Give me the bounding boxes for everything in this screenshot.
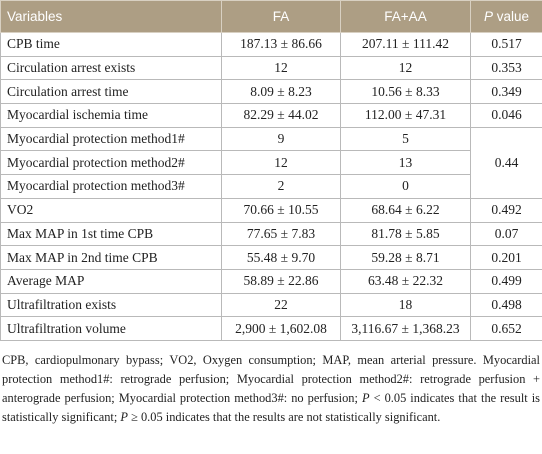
table-cell: CPB time bbox=[0, 32, 222, 57]
table-row: CPB time 187.13 ± 86.66 207.11 ± 111.42 0.5… bbox=[0, 32, 542, 57]
footnote-p: P bbox=[120, 409, 128, 424]
table-cell: 0.499 bbox=[470, 268, 542, 294]
footnote-p: P bbox=[361, 390, 370, 405]
table-cell: 68.64 ± 6.22 bbox=[340, 197, 471, 223]
table-body: CPB time 187.13 ± 86.66 207.11 ± 111.42 0.5… bbox=[0, 32, 542, 341]
footnote-text: < 0.05 indicates that the result is stat… bbox=[2, 390, 540, 424]
table-cell: Myocardial protection method1# bbox=[0, 126, 222, 152]
footnote-text: ≥ 0.05 indicates that the results are no… bbox=[127, 409, 441, 424]
table-cell: Max MAP in 1st time CPB bbox=[0, 221, 222, 247]
table-cell: 0.498 bbox=[470, 292, 542, 318]
table-row: Myocardial protection method3# 2 0 bbox=[0, 174, 542, 199]
header-cell: Variables bbox=[0, 0, 222, 33]
p-symbol: P bbox=[483, 9, 493, 24]
table-cell: Myocardial protection method3# bbox=[0, 174, 222, 199]
table-cell: 0 bbox=[340, 174, 471, 199]
p-text: value bbox=[496, 9, 530, 24]
header-row: Variables FA FA+AA P value bbox=[0, 0, 542, 33]
table-cell: 55.48 ± 9.70 bbox=[221, 245, 341, 270]
table-cell: 81.78 ± 5.85 bbox=[340, 221, 471, 247]
table-cell: 18 bbox=[340, 292, 471, 318]
table-cell: 63.48 ± 22.32 bbox=[340, 268, 471, 294]
table-cell: 58.89 ± 22.86 bbox=[221, 268, 341, 294]
table-cell: 0.652 bbox=[470, 316, 542, 341]
table-cell: VO2 bbox=[0, 197, 222, 223]
table-cell: Ultrafiltration exists bbox=[0, 292, 222, 318]
table-cell: 207.11 ± 111.42 bbox=[340, 32, 471, 57]
footnote-text: CPB, cardiopulmonary bypass; VO2, Oxygen… bbox=[2, 352, 540, 405]
table-cell: 12 bbox=[221, 150, 341, 176]
table-row: Average MAP 58.89 ± 22.86 63.48 ± 22.32 0.4… bbox=[0, 268, 542, 294]
table-row: Max MAP in 1st time CPB 77.65 ± 7.83 81.78… bbox=[0, 221, 542, 247]
table-cell: 10.56 ± 8.33 bbox=[340, 79, 471, 105]
table-row: Max MAP in 2nd time CPB 55.48 ± 9.70 59.28… bbox=[0, 245, 542, 270]
table-row: Myocardial protection method1# 9 5 0.44 bbox=[0, 126, 542, 199]
table-cell: Ultrafiltration volume bbox=[0, 316, 222, 341]
table-cell: 0.046 bbox=[470, 103, 542, 128]
table-cell: 22 bbox=[221, 292, 341, 318]
table-cell: 0.353 bbox=[470, 55, 542, 81]
table-row: Myocardial protection method2# 12 13 bbox=[0, 150, 542, 176]
footnote: CPB, cardiopulmonary bypass; VO2, Oxygen… bbox=[2, 351, 540, 427]
table-cell: 70.66 ± 10.55 bbox=[221, 197, 341, 223]
table-cell: 82.29 ± 44.02 bbox=[221, 103, 341, 128]
header-cell: FA bbox=[221, 0, 341, 33]
table-cell: 59.28 ± 8.71 bbox=[340, 245, 471, 270]
table-cell: 5 bbox=[340, 126, 471, 152]
table-cell: Myocardial ischemia time bbox=[0, 103, 222, 128]
table-row: Ultrafiltration exists 22 18 0.498 bbox=[0, 292, 542, 318]
table-cell: Myocardial protection method2# bbox=[0, 150, 222, 176]
table-cell: 0.517 bbox=[470, 32, 542, 57]
table-row: VO2 70.66 ± 10.55 68.64 ± 6.22 0.492 bbox=[0, 197, 542, 223]
table-cell: 8.09 ± 8.23 bbox=[221, 79, 341, 105]
table-cell: Circulation arrest time bbox=[0, 79, 222, 105]
table-row: Ultrafiltration volume 2,900 ± 1,602.08 3,… bbox=[0, 316, 542, 341]
table-cell: 0.07 bbox=[470, 221, 542, 247]
table-cell: Max MAP in 2nd time CPB bbox=[0, 245, 222, 270]
header-cell: P value bbox=[470, 0, 542, 33]
table-cell: 112.00 ± 47.31 bbox=[340, 103, 471, 128]
table-cell: 2 bbox=[221, 174, 341, 199]
table-cell: 3,116.67 ± 1,368.23 bbox=[340, 316, 471, 341]
table-cell: 0.44 bbox=[470, 126, 542, 199]
table-cell: 2,900 ± 1,602.08 bbox=[221, 316, 341, 341]
table-cell: 9 bbox=[221, 126, 341, 152]
table-cell: 12 bbox=[221, 55, 341, 81]
table-cell: 13 bbox=[340, 150, 471, 176]
table-cell: 0.349 bbox=[470, 79, 542, 105]
table-cell: 0.492 bbox=[470, 197, 542, 223]
table-row: Myocardial ischemia time 82.29 ± 44.02 112… bbox=[0, 103, 542, 128]
data-table: Variables FA FA+AA P value CPB time 187.1… bbox=[0, 0, 542, 341]
table-cell: 12 bbox=[340, 55, 471, 81]
table-cell: 77.65 ± 7.83 bbox=[221, 221, 341, 247]
header-cell: FA+AA bbox=[340, 0, 471, 33]
table-cell: Average MAP bbox=[0, 268, 222, 294]
table-row: Circulation arrest exists 12 12 0.353 bbox=[0, 55, 542, 81]
table-row: Circulation arrest time 8.09 ± 8.23 10.56 … bbox=[0, 79, 542, 105]
table-cell: 187.13 ± 86.66 bbox=[221, 32, 341, 57]
table-cell: Circulation arrest exists bbox=[0, 55, 222, 81]
table-cell: 0.201 bbox=[470, 245, 542, 270]
